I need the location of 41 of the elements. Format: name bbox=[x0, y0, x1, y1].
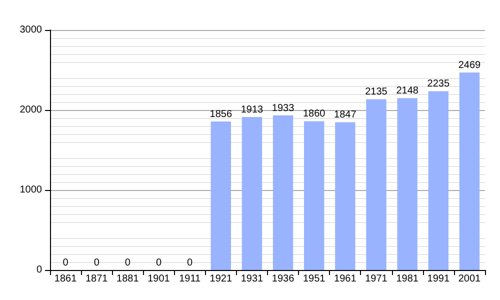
x-tick-label: 1951 bbox=[302, 274, 326, 284]
data-label: 1913 bbox=[240, 104, 264, 116]
data-label: 0 bbox=[187, 258, 194, 268]
bar bbox=[210, 122, 231, 270]
y-tick-label: 3000 bbox=[20, 24, 42, 36]
y-tick-label: 0 bbox=[36, 264, 42, 276]
bar bbox=[366, 99, 386, 270]
data-label: 1847 bbox=[334, 110, 357, 121]
data-label: 0 bbox=[94, 258, 100, 268]
x-tick-label: 1936 bbox=[272, 274, 295, 284]
data-label: 2148 bbox=[396, 86, 419, 97]
data-label: 1856 bbox=[210, 109, 232, 120]
bar bbox=[335, 122, 356, 270]
bar bbox=[272, 115, 294, 270]
y-tick-label: 2000 bbox=[20, 104, 42, 116]
bar bbox=[428, 91, 448, 270]
bar bbox=[242, 116, 262, 270]
x-tick-label: 1871 bbox=[85, 274, 108, 284]
x-tick-label: 1971 bbox=[365, 274, 388, 284]
data-label: 0 bbox=[124, 258, 131, 268]
x-tick-label: 1911 bbox=[179, 274, 202, 284]
x-tick-label: 1861 bbox=[54, 274, 78, 284]
bar bbox=[397, 98, 418, 270]
bar bbox=[304, 121, 324, 270]
x-tick-label: 1991 bbox=[427, 274, 450, 284]
data-label: 2235 bbox=[427, 78, 450, 90]
x-tick-label: 1961 bbox=[334, 274, 357, 284]
data-label: 1933 bbox=[272, 102, 295, 114]
data-label: 1860 bbox=[302, 108, 326, 120]
x-tick-label: 1901 bbox=[148, 274, 170, 284]
data-label: 0 bbox=[62, 258, 69, 268]
x-tick-label: 2001 bbox=[458, 274, 482, 284]
x-tick-label: 1881 bbox=[116, 274, 140, 284]
y-tick-label: 1000 bbox=[20, 184, 42, 196]
x-tick-label: 1931 bbox=[240, 274, 264, 284]
data-label: 2469 bbox=[458, 60, 482, 71]
x-tick-label: 1981 bbox=[396, 274, 419, 284]
data-label: 2135 bbox=[365, 86, 388, 98]
data-label: 0 bbox=[156, 258, 162, 268]
x-tick-label: 1921 bbox=[210, 274, 232, 284]
bar bbox=[459, 72, 480, 270]
